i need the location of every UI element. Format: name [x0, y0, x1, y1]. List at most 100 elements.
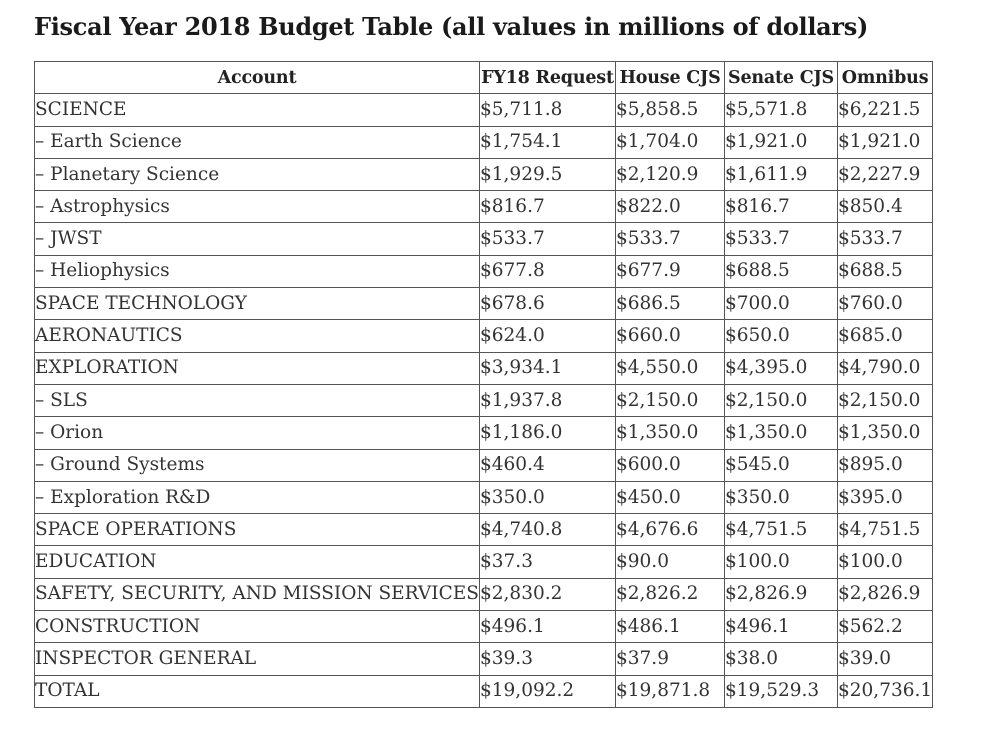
omnibus-cell: $1,921.0	[836, 125, 934, 159]
omnibus-cell: $688.5	[836, 254, 934, 289]
senate-cjs-cell: $496.1	[724, 610, 838, 644]
house-cjs-cell: $2,120.9	[615, 157, 725, 192]
house-cjs-cell: $822.0	[615, 190, 725, 224]
senate-cjs-cell: $533.7	[724, 222, 838, 256]
omnibus-cell: $6,221.5	[836, 93, 934, 127]
account-cell: – Orion	[34, 416, 480, 450]
table-row: AERONAUTICS $624.0 $660.0 $650.0 $685.0	[34, 319, 934, 353]
senate-cjs-cell: $1,350.0	[724, 416, 838, 450]
omnibus-cell: $562.2	[836, 610, 934, 644]
omnibus-cell: $760.0	[836, 287, 934, 321]
column-header-account: Account	[34, 60, 480, 95]
senate-cjs-cell: $700.0	[724, 287, 838, 321]
omnibus-cell: $4,751.5	[836, 513, 934, 547]
fy18-request-cell: $1,937.8	[479, 383, 616, 418]
account-cell: EDUCATION	[34, 545, 480, 579]
fy18-request-cell: $4,740.8	[479, 513, 616, 547]
omnibus-cell: $685.0	[836, 319, 934, 353]
house-cjs-cell: $90.0	[615, 545, 725, 579]
fy18-request-cell: $816.7	[479, 190, 616, 224]
table-row: – Astrophysics $816.7 $822.0 $816.7 $850.4	[34, 190, 934, 224]
fy18-request-cell: $1,754.1	[479, 125, 616, 159]
table-row: INSPECTOR GENERAL $39.3 $37.9 $38.0 $39.0	[34, 642, 934, 676]
house-cjs-cell: $686.5	[615, 287, 725, 321]
house-cjs-cell: $37.9	[615, 642, 725, 676]
senate-cjs-cell: $38.0	[724, 642, 838, 676]
house-cjs-cell: $4,676.6	[615, 513, 725, 547]
omnibus-cell: $1,350.0	[836, 416, 934, 450]
account-cell: EXPLORATION	[34, 351, 480, 385]
fy18-request-cell: $19,092.2	[479, 674, 616, 708]
column-header-senate-cjs: Senate CJS	[724, 60, 838, 95]
table-row: TOTAL $19,092.2 $19,871.8 $19,529.3 $20,736.…	[34, 674, 934, 708]
house-cjs-cell: $5,858.5	[615, 93, 725, 127]
senate-cjs-cell: $688.5	[724, 254, 838, 289]
fy18-request-cell: $39.3	[479, 642, 616, 676]
column-header-omnibus: Omnibus	[836, 60, 934, 95]
fy18-request-cell: $1,929.5	[479, 157, 616, 192]
fy18-request-cell: $624.0	[479, 319, 616, 353]
table-row: SPACE OPERATIONS $4,740.8 $4,676.6 $4,751.5…	[34, 513, 934, 547]
table-row: – Ground Systems $460.4 $600.0 $545.0 $895.0	[34, 448, 934, 482]
omnibus-cell: $39.0	[836, 642, 934, 676]
account-cell: SPACE OPERATIONS	[34, 513, 480, 547]
table-row: – Exploration R&D $350.0 $450.0 $350.0 $395.…	[34, 480, 934, 515]
senate-cjs-cell: $650.0	[724, 319, 838, 353]
house-cjs-cell: $2,150.0	[615, 383, 725, 418]
fy18-request-cell: $3,934.1	[479, 351, 616, 385]
table-row: – Heliophysics $677.8 $677.9 $688.5 $688.5	[34, 254, 934, 289]
senate-cjs-cell: $100.0	[724, 545, 838, 579]
house-cjs-cell: $677.9	[615, 254, 725, 289]
omnibus-cell: $4,790.0	[836, 351, 934, 385]
account-cell: – SLS	[34, 383, 480, 418]
senate-cjs-cell: $1,611.9	[724, 157, 838, 192]
house-cjs-cell: $533.7	[615, 222, 725, 256]
account-cell: – Astrophysics	[34, 190, 480, 224]
fy18-request-cell: $2,830.2	[479, 577, 616, 612]
header-row: Account FY18 Request House CJS Senate CJ…	[34, 60, 934, 95]
account-cell: – Planetary Science	[34, 157, 480, 192]
house-cjs-cell: $600.0	[615, 448, 725, 482]
fy18-request-cell: $5,711.8	[479, 93, 616, 127]
fy18-request-cell: $37.3	[479, 545, 616, 579]
house-cjs-cell: $2,826.2	[615, 577, 725, 612]
house-cjs-cell: $486.1	[615, 610, 725, 644]
table-row: SCIENCE $5,711.8 $5,858.5 $5,571.8 $6,221.5	[34, 93, 934, 127]
account-cell: – Earth Science	[34, 125, 480, 159]
table-row: – JWST $533.7 $533.7 $533.7 $533.7	[34, 222, 934, 256]
senate-cjs-cell: $350.0	[724, 480, 838, 515]
house-cjs-cell: $660.0	[615, 319, 725, 353]
senate-cjs-cell: $1,921.0	[724, 125, 838, 159]
omnibus-cell: $533.7	[836, 222, 934, 256]
table-row: – Orion $1,186.0 $1,350.0 $1,350.0 $1,350.0	[34, 416, 934, 450]
senate-cjs-cell: $545.0	[724, 448, 838, 482]
omnibus-cell: $2,826.9	[836, 577, 934, 612]
house-cjs-cell: $19,871.8	[615, 674, 725, 708]
fy18-request-cell: $496.1	[479, 610, 616, 644]
senate-cjs-cell: $4,751.5	[724, 513, 838, 547]
house-cjs-cell: $1,350.0	[615, 416, 725, 450]
senate-cjs-cell: $5,571.8	[724, 93, 838, 127]
table-row: EDUCATION $37.3 $90.0 $100.0 $100.0	[34, 545, 934, 579]
senate-cjs-cell: $816.7	[724, 190, 838, 224]
fy18-request-cell: $1,186.0	[479, 416, 616, 450]
omnibus-cell: $20,736.1	[836, 674, 934, 708]
account-cell: – Heliophysics	[34, 254, 480, 289]
table-row: SPACE TECHNOLOGY $678.6 $686.5 $700.0 $760.0	[34, 287, 934, 321]
fy18-request-cell: $350.0	[479, 480, 616, 515]
account-cell: TOTAL	[34, 674, 480, 708]
senate-cjs-cell: $2,826.9	[724, 577, 838, 612]
house-cjs-cell: $1,704.0	[615, 125, 725, 159]
account-cell: – Ground Systems	[34, 448, 480, 482]
table-row: – Earth Science $1,754.1 $1,704.0 $1,921.0 $…	[34, 125, 934, 159]
table-row: – SLS $1,937.8 $2,150.0 $2,150.0 $2,150.0	[34, 383, 934, 418]
omnibus-cell: $2,227.9	[836, 157, 934, 192]
omnibus-cell: $895.0	[836, 448, 934, 482]
fy18-request-cell: $533.7	[479, 222, 616, 256]
budget-table: Account FY18 Request House CJS Senate CJ…	[34, 60, 934, 708]
account-cell: SAFETY, SECURITY, AND MISSION SERVICES	[34, 577, 480, 612]
omnibus-cell: $100.0	[836, 545, 934, 579]
house-cjs-cell: $450.0	[615, 480, 725, 515]
account-cell: – Exploration R&D	[34, 480, 480, 515]
fy18-request-cell: $677.8	[479, 254, 616, 289]
